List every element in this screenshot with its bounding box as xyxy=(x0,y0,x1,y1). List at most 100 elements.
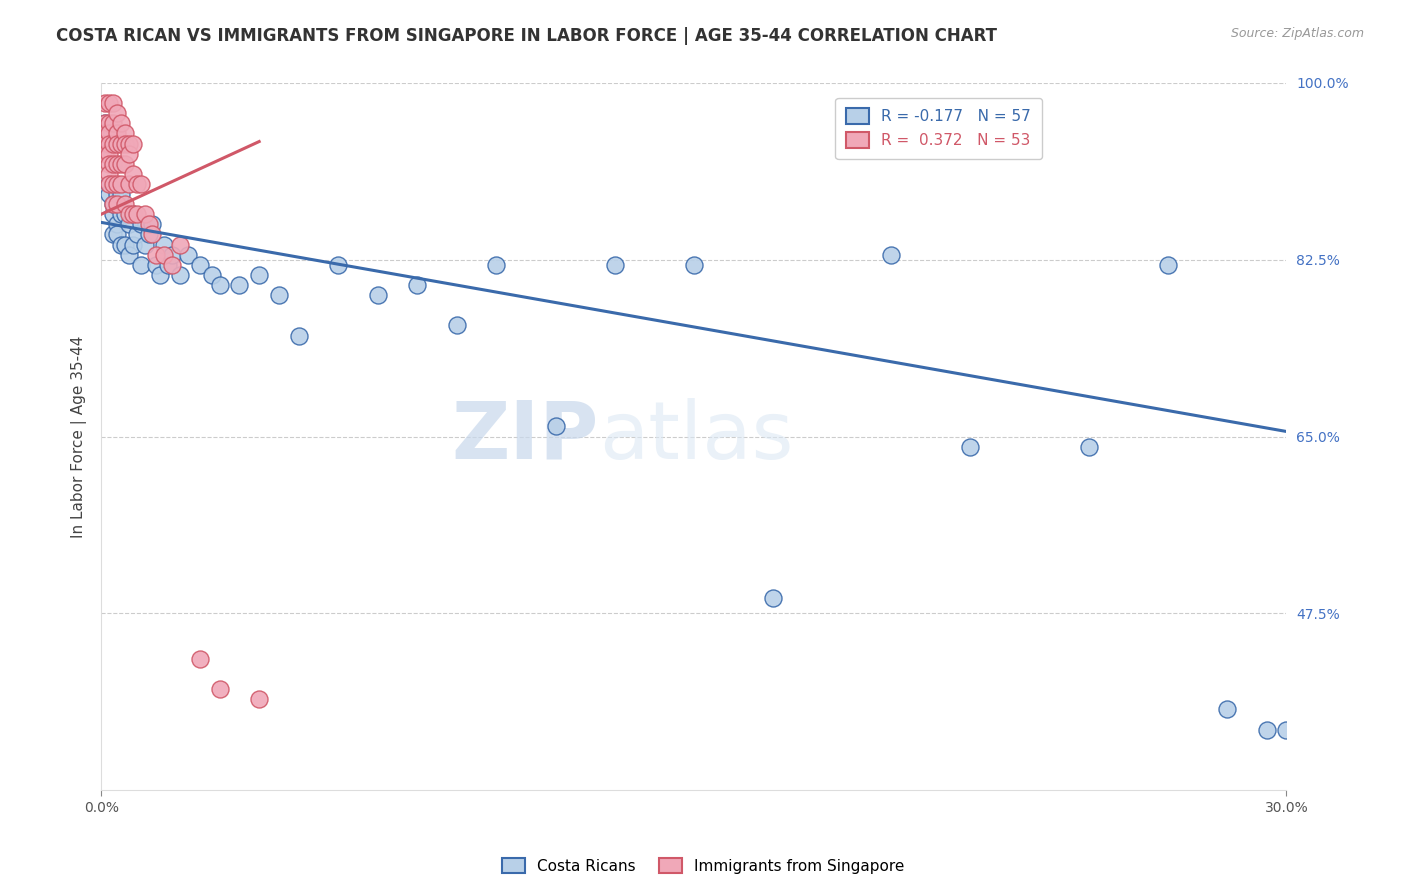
Point xyxy=(762,591,785,606)
Point xyxy=(114,157,136,171)
Point xyxy=(228,278,250,293)
Point xyxy=(121,207,143,221)
Point xyxy=(98,116,121,130)
Point xyxy=(114,197,136,211)
Point xyxy=(110,177,132,191)
Point xyxy=(247,268,270,282)
Point xyxy=(98,96,121,111)
Point xyxy=(134,207,156,221)
Point xyxy=(267,288,290,302)
Point xyxy=(485,258,508,272)
Point xyxy=(446,318,468,333)
Point xyxy=(94,96,117,111)
Point xyxy=(129,218,152,232)
Point xyxy=(121,207,143,221)
Text: ZIP: ZIP xyxy=(451,398,599,475)
Point xyxy=(138,227,160,242)
Point xyxy=(125,177,148,191)
Point xyxy=(94,127,117,141)
Point xyxy=(114,237,136,252)
Point xyxy=(177,248,200,262)
Point xyxy=(105,187,128,202)
Point xyxy=(98,136,121,151)
Point xyxy=(114,207,136,221)
Point xyxy=(101,157,124,171)
Point xyxy=(1275,723,1298,737)
Point xyxy=(121,237,143,252)
Point xyxy=(328,258,350,272)
Point xyxy=(94,127,117,141)
Point xyxy=(118,218,141,232)
Point xyxy=(98,177,121,191)
Point xyxy=(110,116,132,130)
Point xyxy=(162,258,184,272)
Legend: Costa Ricans, Immigrants from Singapore: Costa Ricans, Immigrants from Singapore xyxy=(496,852,910,880)
Point xyxy=(101,136,124,151)
Point xyxy=(118,248,141,262)
Point xyxy=(1157,258,1180,272)
Point xyxy=(105,218,128,232)
Point xyxy=(153,248,176,262)
Point xyxy=(101,197,124,211)
Point xyxy=(129,258,152,272)
Text: Source: ZipAtlas.com: Source: ZipAtlas.com xyxy=(1230,27,1364,40)
Point xyxy=(101,96,124,111)
Point xyxy=(110,237,132,252)
Point xyxy=(118,207,141,221)
Point xyxy=(118,177,141,191)
Point xyxy=(145,258,167,272)
Text: COSTA RICAN VS IMMIGRANTS FROM SINGAPORE IN LABOR FORCE | AGE 35-44 CORRELATION : COSTA RICAN VS IMMIGRANTS FROM SINGAPORE… xyxy=(56,27,997,45)
Point xyxy=(367,288,389,302)
Point xyxy=(603,258,626,272)
Point xyxy=(110,136,132,151)
Point xyxy=(105,227,128,242)
Point xyxy=(98,167,121,181)
Point xyxy=(682,258,704,272)
Point xyxy=(98,127,121,141)
Point xyxy=(141,227,163,242)
Point xyxy=(153,237,176,252)
Point xyxy=(162,248,184,262)
Point xyxy=(98,157,121,171)
Point xyxy=(208,682,231,697)
Point xyxy=(98,187,121,202)
Point xyxy=(94,136,117,151)
Point xyxy=(105,197,128,211)
Point xyxy=(98,136,121,151)
Point xyxy=(114,136,136,151)
Point xyxy=(544,419,567,434)
Point xyxy=(105,157,128,171)
Point xyxy=(105,136,128,151)
Point xyxy=(1077,440,1099,454)
Point xyxy=(101,207,124,221)
Point xyxy=(105,106,128,120)
Point xyxy=(959,440,981,454)
Point xyxy=(101,227,124,242)
Point xyxy=(118,136,141,151)
Point xyxy=(129,177,152,191)
Point xyxy=(247,692,270,706)
Point xyxy=(125,227,148,242)
Point xyxy=(169,268,191,282)
Point xyxy=(138,218,160,232)
Point xyxy=(105,127,128,141)
Point xyxy=(145,248,167,262)
Point xyxy=(208,278,231,293)
Point xyxy=(94,116,117,130)
Point xyxy=(1256,723,1278,737)
Point xyxy=(134,237,156,252)
Point xyxy=(287,328,309,343)
Point xyxy=(141,218,163,232)
Point xyxy=(125,207,148,221)
Legend: R = -0.177   N = 57, R =  0.372   N = 53: R = -0.177 N = 57, R = 0.372 N = 53 xyxy=(835,97,1042,159)
Point xyxy=(121,136,143,151)
Point xyxy=(98,146,121,161)
Point xyxy=(121,167,143,181)
Point xyxy=(157,258,180,272)
Point xyxy=(201,268,224,282)
Point xyxy=(110,207,132,221)
Point xyxy=(101,116,124,130)
Point xyxy=(188,652,211,666)
Point xyxy=(880,248,903,262)
Point xyxy=(98,177,121,191)
